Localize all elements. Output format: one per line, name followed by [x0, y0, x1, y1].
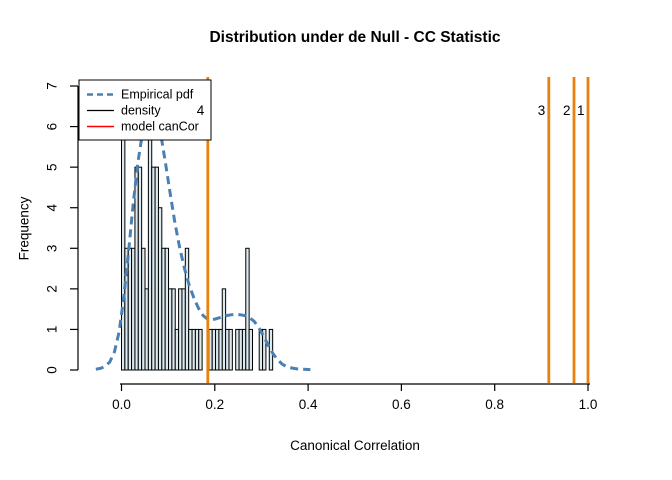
histogram-bar — [225, 328, 230, 371]
y-tick-label: 4 — [45, 203, 60, 211]
histogram-bar — [184, 247, 190, 371]
vline-label: 1 — [577, 103, 585, 118]
histogram-bar — [171, 288, 176, 371]
legend-entry-label: Empirical pdf — [121, 88, 194, 102]
histogram-bar — [157, 207, 163, 371]
histogram-bar — [211, 328, 217, 371]
histogram-bar — [235, 328, 240, 371]
density-curve — [95, 110, 311, 372]
x-tick-label: 0.6 — [392, 397, 411, 412]
x-tick-label: 1.0 — [579, 397, 598, 412]
histogram-bar — [208, 328, 213, 371]
histogram-bar — [194, 328, 200, 371]
y-tick-label: 3 — [44, 245, 59, 253]
x-tick-label: 0.0 — [112, 397, 131, 412]
histogram-bar — [198, 328, 203, 371]
histogram-bar — [131, 247, 136, 371]
page-title: Distribution under de Null - CC Statisti… — [209, 29, 501, 46]
legend-entry-label: density — [121, 104, 161, 118]
histogram-bar — [147, 126, 153, 371]
y-tick-label: 1 — [45, 326, 60, 334]
x-tick-label: 0.8 — [485, 397, 504, 412]
vline-label: 3 — [538, 103, 546, 118]
histogram-bar — [228, 328, 233, 371]
y-tick-label: 2 — [44, 285, 59, 293]
y-tick-label: 0 — [45, 366, 60, 374]
histogram-bar — [248, 328, 253, 371]
histogram-bar — [262, 328, 267, 371]
histogram-bar — [137, 166, 143, 371]
histogram-bar — [144, 288, 149, 371]
histogram-bar — [191, 328, 196, 371]
histogram-bar — [124, 247, 129, 371]
x-axis-label: Canonical Correlation — [290, 438, 420, 453]
legend-entry-label: model canCor — [121, 120, 199, 134]
histogram-bar — [178, 288, 183, 371]
histogram-bar — [181, 288, 186, 371]
histogram-bar — [164, 247, 170, 371]
histogram-bar — [174, 328, 180, 371]
histogram-bar — [168, 288, 173, 371]
histogram-bar — [141, 247, 146, 371]
x-tick-label: 0.2 — [205, 397, 224, 412]
histogram-bar — [238, 328, 243, 371]
histogram-bar — [241, 328, 247, 371]
histogram-bar — [127, 247, 133, 371]
y-tick-label: 7 — [45, 82, 60, 90]
histogram-bar — [151, 166, 156, 371]
histogram-bar — [154, 166, 159, 371]
y-tick-label: 6 — [44, 123, 59, 131]
histogram-bar — [221, 288, 227, 371]
histogram-bar — [215, 328, 220, 371]
vline-label: 2 — [563, 103, 571, 118]
histogram-bar — [121, 126, 126, 371]
vline-label: 4 — [197, 103, 205, 118]
x-tick-label: 0.4 — [299, 397, 318, 412]
y-tick-label: 5 — [44, 163, 59, 171]
histogram-bar — [268, 328, 274, 371]
histogram-bar — [245, 247, 250, 371]
